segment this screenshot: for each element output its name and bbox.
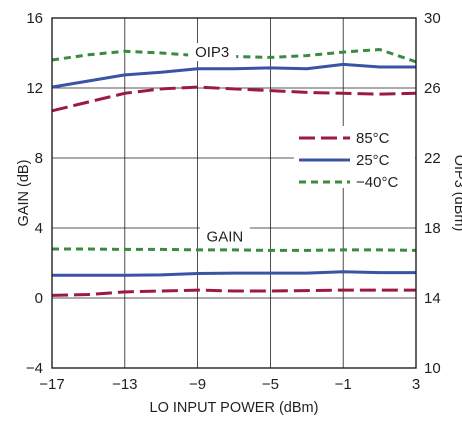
y2-tick-label: 22 <box>424 150 441 167</box>
x-axis-title: LO INPUT POWER (dBm) <box>150 400 319 416</box>
x-tick-label: −1 <box>335 376 352 393</box>
gain-annotation-background <box>199 227 250 246</box>
y-tick-label: 4 <box>35 220 43 237</box>
x-tick-labels: −17 −13 −9 −5 −1 3 <box>39 376 420 393</box>
y2-tick-labels: 10 14 18 22 26 30 <box>424 10 441 377</box>
series-line-gain-40C <box>52 247 417 252</box>
oip3-annotation: OIP3 <box>195 44 229 61</box>
series-line-oip3-25C <box>51 62 416 89</box>
y-tick-label: 12 <box>26 80 43 97</box>
x-tick-label: −17 <box>39 376 64 393</box>
plot-frame <box>51 17 417 369</box>
y2-tick-label: 10 <box>424 360 441 377</box>
x-tick-label: −9 <box>189 376 206 393</box>
gain-annotation: GAIN <box>207 228 244 245</box>
legend-background <box>294 126 415 188</box>
y2-tick-label: 26 <box>424 80 441 97</box>
y-tick-label: −4 <box>26 360 43 377</box>
y-tick-labels: −4 0 4 8 12 16 <box>26 10 43 377</box>
series-line-gain-25C <box>52 270 416 277</box>
series-line-oip3-85C <box>51 85 417 113</box>
x-tick-label: −5 <box>262 376 279 393</box>
series-line-gain-85C <box>51 288 416 297</box>
y2-tick-label: 18 <box>424 220 441 237</box>
y2-tick-label: 30 <box>424 10 441 27</box>
y-axis-title: GAIN (dB) <box>16 160 32 227</box>
legend: 85°C 25°C −40°C <box>294 126 415 191</box>
grid <box>51 17 417 369</box>
x-tick-label: −13 <box>112 376 137 393</box>
y-tick-label: 8 <box>35 150 43 167</box>
legend-label: −40°C <box>356 174 398 191</box>
y-tick-label: 16 <box>26 10 43 27</box>
legend-label: 85°C <box>356 130 390 147</box>
oip3-annotation-background <box>188 43 237 62</box>
y2-tick-label: 14 <box>424 290 441 307</box>
legend-label: 25°C <box>356 152 390 169</box>
x-tick-label: 3 <box>412 376 420 393</box>
y2-axis-title: OIP3 (dBm) <box>451 155 462 232</box>
y-tick-label: 0 <box>35 290 43 307</box>
